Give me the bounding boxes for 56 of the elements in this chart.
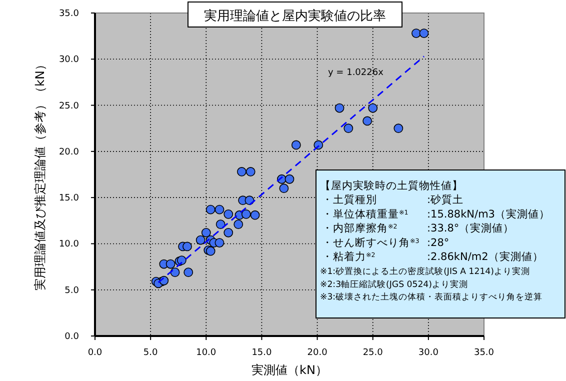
x-tick-label: 5.0: [143, 348, 158, 358]
y-tick-label: 30.0: [58, 55, 80, 66]
annotation: 【屋内実験時の土質物性値】: [320, 179, 463, 192]
point: [362, 116, 372, 126]
x-tick-label: 35.0: [474, 348, 494, 358]
point: [284, 174, 294, 184]
point: [246, 167, 256, 176]
text: ・せん断すべり角$^{※3}$ :28°: [322, 236, 450, 249]
x-tick-label: 25.0: [362, 348, 384, 358]
point: [250, 210, 260, 220]
chart-title: 実用理論値と屋内実験値の比率: [204, 8, 386, 24]
point: [279, 184, 289, 194]
y-tick-label: 25.0: [58, 101, 80, 112]
annotation: ※3:破壊された土塊の体積・表面積よりすべり角を逆算: [320, 292, 543, 303]
point: [182, 242, 192, 252]
y-axis-title: 実用理論値及び推定理論値（参考）（kN）: [33, 58, 47, 290]
text: ・土質種別 :砂質土: [322, 194, 464, 206]
point: [334, 103, 344, 113]
x-tick-label: 0.0: [88, 348, 102, 358]
text: ・粘着力$^{※2}$ :2.86kN/m2（実測値）: [322, 251, 544, 263]
point: [344, 124, 354, 134]
x-tick-label: 30.0: [418, 348, 439, 358]
point: [170, 268, 180, 278]
point: [214, 238, 224, 248]
point: [224, 228, 234, 238]
point: [237, 167, 246, 176]
y-tick-label: 5.0: [64, 286, 80, 296]
point: [234, 220, 244, 230]
annotation: ※1:砂置換による土の密度試験(JIS A 1214)より実測: [320, 266, 530, 278]
y-tick-label: 20.0: [58, 147, 80, 158]
y-tick-label: 15.0: [58, 194, 80, 204]
y-tick-label: 0.0: [64, 332, 80, 342]
x-tick-label: 20.0: [307, 348, 328, 358]
point: [196, 235, 206, 245]
point: [368, 103, 378, 113]
point: [394, 124, 404, 134]
point: [412, 28, 421, 38]
x-tick-label: 15.0: [252, 348, 272, 358]
text: ・内部摩擦角$^{※2}$ :33.8°（実測値）: [322, 222, 514, 235]
annotation: y = 1.0226x: [328, 68, 384, 78]
x-axis-title: 実測値（kN）: [252, 363, 328, 377]
point: [224, 209, 234, 219]
point: [201, 228, 211, 238]
y-tick-label: 35.0: [58, 9, 80, 19]
point: [241, 209, 251, 219]
point: [419, 28, 429, 38]
text: ・単位体積重量$^{※1}$ :15.88kN/m3（実測値）: [322, 208, 550, 220]
point: [206, 204, 216, 214]
annotation: ※2:3軸圧縮試験(JGS 0524)より実測: [320, 278, 468, 290]
point: [184, 268, 194, 278]
point: [214, 204, 224, 214]
y-tick-label: 10.0: [58, 240, 80, 250]
point: [216, 220, 226, 230]
x-tick-label: 10.0: [196, 348, 216, 358]
point: [166, 259, 176, 269]
point: [291, 140, 301, 150]
